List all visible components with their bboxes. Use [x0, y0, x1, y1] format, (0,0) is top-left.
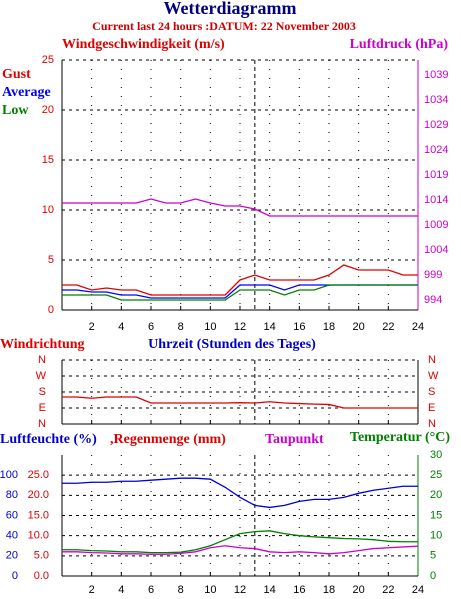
series-line: [62, 264, 418, 296]
x-tick-label: 6: [148, 584, 154, 596]
y-label: Windgeschwindigkeit (m/s): [62, 37, 225, 52]
y-tick-label: 20.0: [28, 489, 49, 501]
x-tick-label: 4: [118, 321, 124, 333]
y-tick-label: 10: [430, 530, 442, 542]
legend-entry: Gust: [2, 67, 31, 82]
y-tick-label: 15: [42, 154, 54, 166]
x-tick-label: 24: [412, 321, 424, 333]
y-tick-label: 80: [6, 489, 18, 501]
y-tick-label: N: [38, 418, 46, 430]
x-tick-label: 14: [264, 584, 276, 596]
x-tick-label: 10: [204, 321, 216, 333]
x-tick-label: 22: [382, 584, 394, 596]
y-tick-label: 1034: [424, 94, 448, 106]
series-line: [62, 530, 418, 554]
subtitle: Current last 24 hours :DATUM: 22 Novembe…: [92, 19, 356, 33]
x-tick-label: 22: [382, 321, 394, 333]
y-label: Windrichtung: [0, 337, 85, 352]
y3-label: ,Regenmenge (mm): [110, 432, 226, 447]
x-tick-label: 2: [89, 584, 95, 596]
y-tick-label: 20: [42, 104, 54, 116]
y-tick-label: 15.0: [28, 509, 49, 521]
y-tick-label: 10: [42, 204, 54, 216]
x-tick-label: 12: [234, 584, 246, 596]
y-tick-label: 0: [12, 570, 18, 582]
y2-label: Luftdruck (hPa): [350, 37, 449, 52]
y-tick-label: 1004: [424, 244, 448, 256]
legend-entry: Taupunkt: [265, 432, 324, 447]
y-tick-label: 0: [430, 570, 436, 582]
y-tick-label: E: [39, 402, 46, 414]
y-tick-label: 15: [430, 509, 442, 521]
x-tick-label: 6: [148, 321, 154, 333]
x-tick-label: 18: [323, 321, 335, 333]
title: Wetterdiagramm: [164, 0, 297, 18]
x-tick-label: 8: [178, 321, 184, 333]
series-line: [62, 396, 418, 409]
series-line: [62, 284, 418, 301]
y-tick-label: N: [428, 354, 436, 366]
series-line: [62, 284, 418, 299]
y-tick-label: N: [428, 418, 436, 430]
y-tick-label: 5: [430, 550, 436, 562]
y-tick-label: 25.0: [28, 469, 49, 481]
y-tick-label: 1009: [424, 219, 448, 231]
y-tick-label: W: [36, 370, 47, 382]
series-line: [62, 477, 418, 509]
x-tick-label: 16: [293, 584, 305, 596]
y-tick-label: S: [428, 386, 435, 398]
x-tick-label: 8: [178, 584, 184, 596]
y-tick-label: 0: [48, 304, 54, 316]
x-tick-label: 20: [353, 584, 365, 596]
y-tick-label: W: [428, 370, 439, 382]
y-tick-label: 20: [430, 489, 442, 501]
y-tick-label: 5.0: [34, 550, 49, 562]
y-tick-label: 5: [48, 254, 54, 266]
y-tick-label: 10.0: [28, 530, 49, 542]
y-tick-label: 20: [6, 550, 18, 562]
y-tick-label: 25: [430, 469, 442, 481]
x-label: Uhrzeit (Stunden des Tages): [148, 337, 316, 352]
x-tick-label: 12: [234, 321, 246, 333]
y-tick-label: 30: [430, 449, 442, 461]
y-tick-label: E: [428, 402, 435, 414]
legend-entry: Low: [2, 103, 29, 118]
y-tick-label: 25: [42, 54, 54, 66]
legend-entry: Luftfeuchte (%): [0, 432, 97, 447]
x-tick-label: 14: [264, 321, 276, 333]
legend-entry: Temperatur (°C): [350, 430, 450, 445]
legend-entry: Average: [2, 85, 51, 100]
x-tick-label: 4: [118, 584, 124, 596]
x-tick-label: 18: [323, 584, 335, 596]
y-tick-label: 60: [6, 509, 18, 521]
y-tick-label: 40: [6, 530, 18, 542]
x-tick-label: 2: [89, 321, 95, 333]
series-line: [62, 198, 418, 217]
x-tick-label: 20: [353, 321, 365, 333]
y-tick-label: 1019: [424, 169, 448, 181]
y-tick-label: 999: [424, 269, 442, 281]
y-tick-label: 1039: [424, 69, 448, 81]
x-tick-label: 10: [204, 584, 216, 596]
y-tick-label: 100: [0, 469, 18, 481]
y-tick-label: 1014: [424, 194, 448, 206]
y-tick-label: 994: [424, 294, 442, 306]
x-tick-label: 16: [293, 321, 305, 333]
y-tick-label: 1024: [424, 144, 448, 156]
series-line: [62, 545, 419, 555]
y-tick-label: 0.0: [34, 570, 49, 582]
y-tick-label: 1029: [424, 119, 448, 131]
x-tick-label: 24: [412, 584, 424, 596]
y-tick-label: S: [39, 386, 46, 398]
y-tick-label: N: [38, 354, 46, 366]
